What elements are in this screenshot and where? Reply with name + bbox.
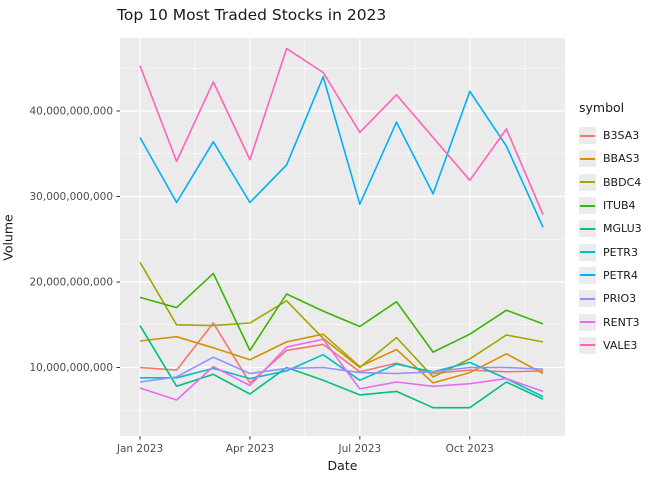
legend-key-swatch	[579, 220, 596, 238]
legend-item-ITUB4: ITUB4	[579, 194, 671, 217]
y-axis-title: Volume	[0, 214, 16, 261]
series-lines	[139, 47, 544, 409]
legend-item-PETR3: PETR3	[579, 240, 671, 263]
legend-label: B3SA3	[603, 129, 640, 143]
series-line-B3SA3	[139, 322, 544, 384]
y-tick-label: 20,000,000,000	[30, 277, 114, 289]
series-line-MGLU3	[139, 325, 544, 409]
legend-item-VALE3: VALE3	[579, 334, 671, 357]
legend-key-swatch	[579, 127, 596, 145]
legend-label: PETR3	[603, 245, 638, 259]
legend-key-swatch	[579, 313, 596, 331]
series-line-VALE3	[139, 47, 544, 215]
legend-key-line	[580, 344, 595, 347]
x-tick-label: Jan 2023	[116, 443, 163, 455]
legend-item-BBAS3: BBAS3	[579, 147, 671, 170]
legend-key-line	[580, 274, 595, 277]
series-line-ITUB4	[139, 272, 544, 353]
legend-title: symbol	[579, 100, 625, 115]
legend-item-PRIO3: PRIO3	[579, 287, 671, 310]
legend-item-BBDC4: BBDC4	[579, 171, 671, 194]
legend-key-swatch	[579, 243, 596, 261]
legend-label: BBAS3	[603, 152, 640, 166]
plot-panel	[120, 38, 565, 436]
legend-label: VALE3	[603, 338, 638, 352]
legend-key-line	[580, 251, 595, 254]
series-line-PETR4	[139, 76, 544, 228]
legend-key-line	[580, 204, 595, 207]
y-tick-label: 10,000,000,000	[30, 362, 114, 374]
y-tick-label: 40,000,000,000	[30, 106, 114, 118]
legend-item-MGLU3: MGLU3	[579, 217, 671, 240]
series-line-BBDC4	[139, 261, 544, 378]
legend-key-line	[580, 297, 595, 300]
legend-label: PETR4	[603, 268, 638, 282]
legend-item-PETR4: PETR4	[579, 264, 671, 287]
legend-label: MGLU3	[603, 222, 642, 236]
legend-key-line	[580, 227, 595, 230]
legend-label: PRIO3	[603, 292, 637, 306]
axis-tick-marks	[116, 110, 471, 440]
legend-label: BBDC4	[603, 175, 642, 189]
chart-title: Top 10 Most Traded Stocks in 2023	[117, 6, 387, 24]
legend-key-swatch	[579, 173, 596, 191]
legend-key-line	[580, 134, 595, 137]
legend-item-B3SA3: B3SA3	[579, 124, 671, 147]
x-tick-label: Oct 2023	[446, 443, 494, 455]
legend-key-swatch	[579, 266, 596, 284]
legend-item-RENT3: RENT3	[579, 310, 671, 333]
legend-key-swatch	[579, 197, 596, 215]
y-tick-labels: 10,000,000,000 20,000,000,000 30,000,000,0…	[30, 106, 114, 375]
series-line-RENT3	[139, 338, 544, 401]
x-tick-labels: Jan 2023 Apr 2023 Jul 2023 Oct 2023	[116, 443, 494, 455]
legend-label: RENT3	[603, 315, 640, 329]
legend-key-swatch	[579, 336, 596, 354]
legend-key-line	[580, 157, 595, 160]
series-line-PRIO3	[139, 356, 544, 383]
legend-key-line	[580, 321, 595, 324]
x-tick-label: Apr 2023	[226, 443, 274, 455]
y-tick-label: 30,000,000,000	[30, 191, 114, 203]
legend-label: ITUB4	[603, 199, 636, 213]
series-line-BBAS3	[139, 333, 544, 384]
legend: symbol B3SA3 BBAS3 BBDC4 ITUB4 MGLU3 PETR3 PET…	[579, 100, 671, 357]
x-axis-title: Date	[327, 458, 358, 473]
legend-key-swatch	[579, 150, 596, 168]
legend-items: B3SA3 BBAS3 BBDC4 ITUB4 MGLU3 PETR3 PETR4 PRIO3…	[579, 124, 671, 357]
series-line-PETR3	[140, 353, 544, 398]
legend-key-line	[580, 181, 595, 184]
legend-key-swatch	[579, 290, 596, 308]
x-tick-label: Jul 2023	[337, 443, 381, 455]
